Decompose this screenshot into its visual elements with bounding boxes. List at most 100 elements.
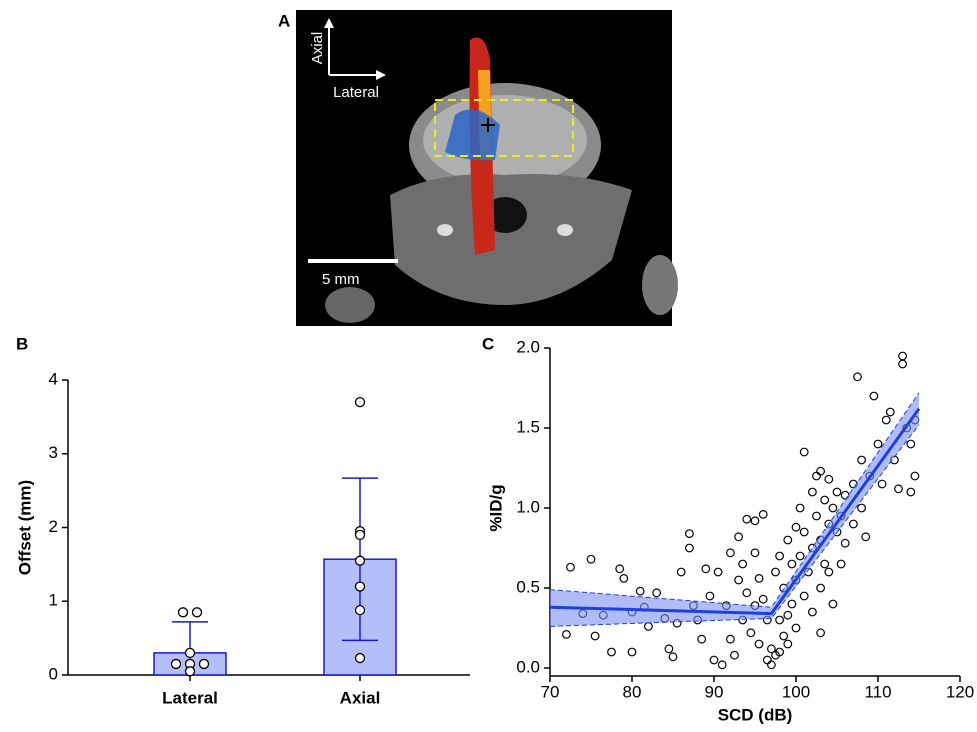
band-edge [549, 392, 920, 608]
data-point [808, 607, 817, 617]
data-point [170, 658, 182, 670]
data-point [824, 474, 834, 484]
data-point [754, 574, 764, 583]
data-point [775, 647, 784, 657]
band-edge [549, 424, 920, 627]
data-point [898, 359, 907, 369]
panel-a-image [296, 10, 678, 326]
data-point [885, 407, 895, 417]
axis-label: Axial [309, 32, 326, 65]
data-point [857, 455, 866, 465]
data-point [566, 562, 575, 572]
fit-line [549, 407, 921, 616]
data-point [652, 588, 661, 598]
data-point [746, 628, 756, 638]
data-point [354, 555, 366, 566]
data-point [758, 594, 768, 604]
y-tick-label: 1.0 [516, 497, 540, 516]
data-point [824, 567, 834, 577]
data-point [836, 559, 846, 569]
data-point [771, 567, 780, 577]
x-tick-label: Lateral [162, 688, 218, 707]
data-point [906, 487, 916, 497]
data-point [191, 607, 203, 618]
data-point [832, 487, 842, 497]
y-tick-label: 1 [49, 591, 58, 610]
y-tick-label: 1.5 [516, 417, 540, 436]
data-point [184, 666, 196, 677]
data-point [910, 471, 920, 481]
data-point [820, 495, 830, 505]
data-point [783, 535, 793, 545]
data-point [775, 551, 784, 561]
data-point [615, 564, 625, 574]
axis-label: Lateral [333, 84, 379, 101]
data-point [767, 660, 776, 670]
y-tick-label: 0.5 [516, 577, 540, 596]
data-point [177, 607, 189, 618]
data-point [767, 644, 776, 654]
data-point [354, 396, 366, 408]
panel-label: A [278, 11, 290, 30]
panel-label: C [482, 334, 494, 353]
data-point [828, 503, 838, 513]
data-point [816, 466, 825, 476]
data-point [840, 538, 850, 548]
data-point [791, 522, 801, 532]
y-tick-label: 2 [49, 517, 58, 536]
data-point [697, 634, 707, 644]
data-point [709, 655, 719, 665]
data-point [783, 639, 793, 649]
data-point [775, 615, 784, 625]
data-point [664, 644, 674, 654]
data-point [738, 559, 748, 569]
data-point [820, 559, 830, 569]
data-point [898, 351, 907, 361]
y-tick-label: 0.0 [516, 657, 540, 676]
data-point [586, 554, 596, 564]
data-point [808, 487, 817, 497]
data-point [750, 548, 760, 558]
data-point [562, 630, 571, 639]
data-point [717, 660, 727, 670]
x-tick-label: 100 [782, 682, 810, 701]
data-point [354, 604, 366, 616]
x-axis-label: SCD (dB) [718, 705, 793, 724]
x-tick-label: 110 [864, 682, 891, 701]
data-point [861, 532, 871, 542]
data-point [184, 647, 196, 659]
data-point [812, 511, 821, 521]
data-point [668, 652, 678, 662]
data-point [795, 551, 805, 561]
x-tick-label: 70 [541, 682, 560, 701]
y-axis-label: Offset (mm) [15, 480, 34, 575]
data-point [734, 575, 743, 585]
data-point [627, 647, 637, 657]
y-tick-label: 0 [49, 664, 58, 683]
panel-label: B [16, 334, 28, 353]
data-point [857, 503, 866, 513]
y-tick-label: 3 [49, 443, 58, 462]
data-point [795, 503, 805, 513]
data-point [742, 514, 752, 524]
y-tick-label: 4 [49, 369, 58, 388]
data-point [644, 622, 653, 631]
data-point [783, 610, 793, 620]
data-point [869, 391, 879, 401]
data-point [635, 586, 645, 596]
data-point [828, 599, 838, 609]
data-point [619, 574, 629, 583]
data-point [849, 519, 858, 529]
data-point [742, 588, 752, 598]
data-point [726, 634, 735, 644]
data-point [685, 543, 694, 553]
data-point [791, 623, 801, 633]
data-point [198, 658, 210, 670]
data-point [676, 567, 686, 577]
data-point [750, 516, 760, 526]
data-point [730, 650, 739, 660]
data-point [590, 631, 600, 641]
data-point [787, 559, 797, 569]
data-point [816, 583, 825, 593]
